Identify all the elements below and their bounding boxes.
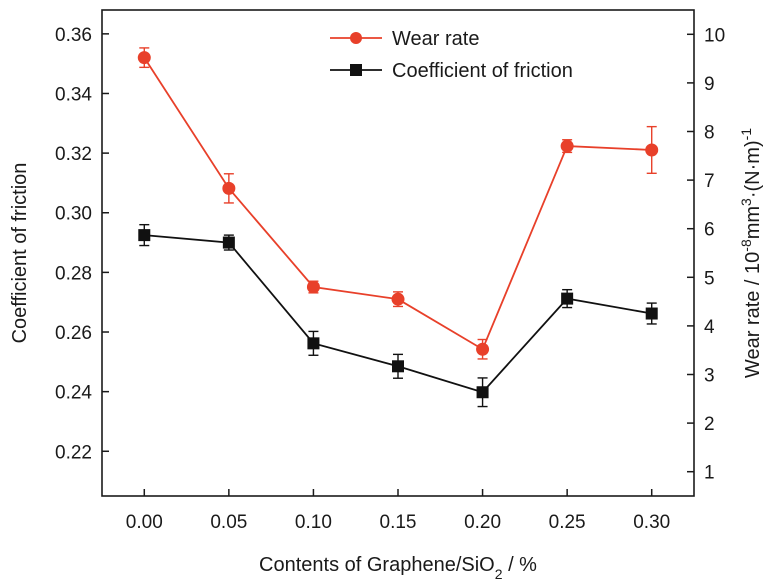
right-y-tick-label: 10 [704,25,725,46]
data-point [222,236,235,249]
right-y-tick-label: 5 [704,268,715,289]
right-y-axis: 1 2 3 4 5 6 7 8 9 10 [687,25,725,484]
right-y-tick-label: 2 [704,414,715,435]
right-y-axis-title-c: mm [742,206,764,239]
data-point [138,229,151,242]
right-y-tick-label: 1 [704,463,715,484]
legend-wear-rate-marker [350,32,362,44]
right-y-axis-title-a: Wear rate / 10 [742,252,764,378]
x-tick-label: 0.30 [633,512,670,533]
right-y-axis-title-d: 3 [738,198,754,206]
right-y-tick-label: 7 [704,171,715,192]
x-axis-title-subscript: 2 [495,566,503,582]
legend-wear-rate-label: Wear rate [392,28,479,50]
data-point [222,181,236,195]
left-y-tick-label: 0.32 [55,144,92,165]
right-y-axis-title: Wear rate / 10-8mm3·(N·m)-1 [738,128,764,378]
data-point [307,337,320,350]
data-point [645,143,659,157]
data-point [476,342,490,356]
x-tick-label: 0.00 [126,512,163,533]
x-tick-label: 0.20 [464,512,501,533]
left-y-tick-label: 0.24 [55,383,92,404]
x-tick-label: 0.05 [210,512,247,533]
right-y-axis-title-b: -8 [738,239,754,252]
x-axis-title: Contents of Graphene/SiO2 / % [259,554,537,582]
left-y-tick-label: 0.28 [55,263,92,284]
data-point [476,386,489,399]
data-point [560,139,574,153]
legend-friction-marker [350,64,362,76]
right-y-tick-label: 8 [704,123,715,144]
left-y-axis: 0.22 0.24 0.26 0.28 0.30 0.32 0.34 0.36 [55,25,109,463]
right-y-tick-label: 9 [704,74,715,95]
x-axis-title-tail: / % [503,554,538,576]
data-point [645,307,658,320]
series-layer [137,47,659,408]
x-tick-label: 0.10 [295,512,332,533]
x-axis-title-main: Contents of Graphene/SiO [259,554,495,576]
right-y-axis-title-e: ·(N·m) [742,140,764,198]
data-point [137,51,151,65]
left-y-tick-label: 0.26 [55,323,92,344]
right-y-tick-label: 3 [704,366,715,387]
data-point [392,360,404,373]
left-y-tick-label: 0.30 [55,204,92,225]
x-tick-label: 0.15 [380,512,417,533]
right-y-axis-title-f: -1 [738,128,754,141]
legend-friction-label: Coefficient of friction [392,60,573,82]
data-point [306,280,320,294]
x-tick-label: 0.25 [549,512,586,533]
legend: Wear rate Coefficient of friction [330,28,573,82]
data-point [391,292,405,306]
data-point [561,292,574,305]
series-wear-rate [137,47,659,360]
left-y-tick-label: 0.22 [55,442,92,463]
right-y-tick-label: 6 [704,220,715,241]
series-coefficient-of-friction [138,223,658,408]
right-y-tick-label: 4 [704,317,715,338]
left-y-tick-label: 0.34 [55,84,92,105]
left-y-tick-label: 0.36 [55,25,92,46]
left-y-axis-title: Coefficient of friction [9,163,31,344]
x-axis: 0.00 0.05 0.10 0.15 0.20 0.25 0.30 [126,489,670,533]
